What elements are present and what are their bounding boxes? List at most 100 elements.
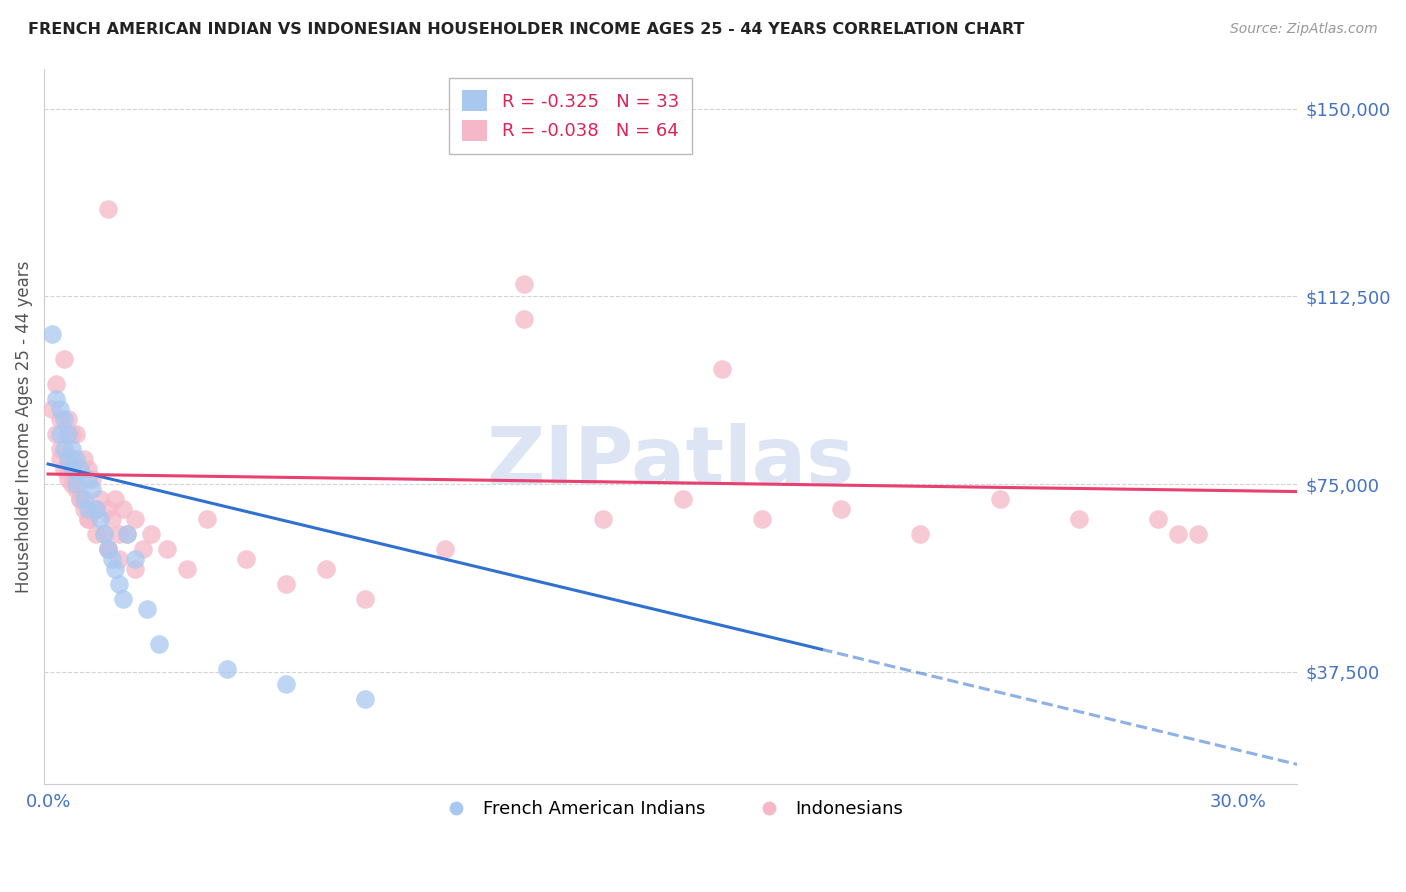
Point [96, 502, 118, 516]
Point [65, 452, 87, 467]
Point [49, 442, 72, 456]
Point [100, 552, 122, 566]
Point [89, 491, 111, 506]
Point [52, 351, 75, 366]
Point [76, 462, 98, 476]
Point [49, 427, 72, 442]
Point [60, 462, 83, 476]
Point [56, 472, 79, 486]
Point [671, 491, 693, 506]
Point [124, 552, 146, 566]
Point [96, 542, 118, 557]
Point [988, 491, 1011, 506]
Point [274, 577, 297, 591]
Point [513, 311, 536, 326]
Point [60, 477, 83, 491]
Point [49, 452, 72, 467]
Point [76, 472, 98, 486]
Point [100, 512, 122, 526]
Point [315, 562, 337, 576]
Text: Source: ZipAtlas.com: Source: ZipAtlas.com [1230, 22, 1378, 37]
Point [73, 502, 96, 516]
Point [592, 512, 614, 526]
Point [1187, 527, 1209, 541]
Point [176, 562, 198, 576]
Legend: French American Indians, Indonesians: French American Indians, Indonesians [430, 793, 911, 825]
Point [65, 427, 87, 442]
Point [433, 542, 456, 557]
Point [96, 202, 118, 216]
Point [117, 527, 139, 541]
Point [49, 401, 72, 416]
Point [84, 502, 107, 516]
Point [112, 502, 135, 516]
Point [117, 527, 139, 541]
Point [69, 462, 91, 476]
Point [711, 362, 734, 376]
Point [56, 452, 79, 467]
Point [124, 562, 146, 576]
Point [69, 491, 91, 506]
Point [73, 452, 96, 467]
Point [104, 562, 127, 576]
Point [60, 442, 83, 456]
Point [45, 376, 67, 391]
Point [69, 462, 91, 476]
Point [141, 527, 163, 541]
Point [195, 512, 218, 526]
Point [41, 326, 63, 341]
Point [108, 527, 131, 541]
Point [80, 472, 103, 486]
Point [41, 401, 63, 416]
Point [136, 602, 159, 616]
Point [354, 692, 377, 706]
Text: ZIPatlas: ZIPatlas [486, 424, 855, 501]
Point [45, 392, 67, 406]
Point [73, 491, 96, 506]
Text: FRENCH AMERICAN INDIAN VS INDONESIAN HOUSEHOLDER INCOME AGES 25 - 44 YEARS CORRE: FRENCH AMERICAN INDIAN VS INDONESIAN HOU… [28, 22, 1025, 37]
Point [93, 527, 115, 541]
Point [60, 452, 83, 467]
Point [45, 427, 67, 442]
Point [513, 277, 536, 291]
Point [84, 527, 107, 541]
Point [65, 482, 87, 496]
Point [96, 542, 118, 557]
Point [148, 802, 170, 816]
Point [156, 542, 179, 557]
Point [65, 477, 87, 491]
Point [80, 482, 103, 496]
Point [215, 662, 238, 676]
Point [124, 512, 146, 526]
Point [104, 491, 127, 506]
Point [52, 442, 75, 456]
Y-axis label: Householder Income Ages 25 - 44 years: Householder Income Ages 25 - 44 years [15, 260, 32, 592]
Point [60, 427, 83, 442]
Point [96, 542, 118, 557]
Point [148, 637, 170, 651]
Point [108, 577, 131, 591]
Point [76, 502, 98, 516]
Point [910, 527, 932, 541]
Point [751, 512, 773, 526]
Point [108, 552, 131, 566]
Point [56, 412, 79, 426]
Point [89, 512, 111, 526]
Point [354, 592, 377, 607]
Point [76, 512, 98, 526]
Point [1147, 512, 1170, 526]
Point [52, 462, 75, 476]
Point [69, 491, 91, 506]
Point [1167, 527, 1189, 541]
Point [235, 552, 257, 566]
Point [274, 677, 297, 691]
Point [76, 512, 98, 526]
Point [93, 527, 115, 541]
Point [1067, 512, 1090, 526]
Point [56, 427, 79, 442]
Point [84, 502, 107, 516]
Point [56, 462, 79, 476]
Point [49, 412, 72, 426]
Point [112, 592, 135, 607]
Point [52, 412, 75, 426]
